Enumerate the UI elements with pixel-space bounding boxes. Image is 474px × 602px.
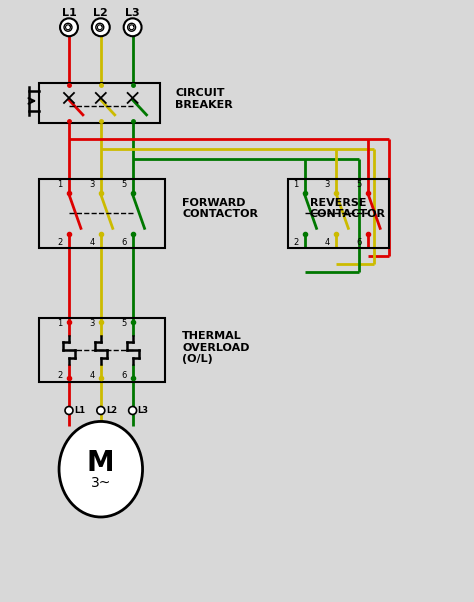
Bar — [39, 179, 165, 248]
Text: 2: 2 — [293, 238, 298, 247]
Text: CIRCUIT
BREAKER: CIRCUIT BREAKER — [175, 88, 233, 110]
Text: 4: 4 — [325, 238, 330, 247]
Text: 3: 3 — [89, 320, 94, 329]
Text: THERMAL
OVERLOAD
(O/L): THERMAL OVERLOAD (O/L) — [182, 331, 250, 364]
Bar — [39, 318, 165, 382]
Text: 3: 3 — [89, 180, 94, 189]
Circle shape — [97, 406, 105, 414]
Circle shape — [124, 18, 142, 36]
Bar — [288, 179, 389, 248]
Text: 1: 1 — [57, 180, 63, 189]
Text: 6: 6 — [121, 238, 127, 247]
Circle shape — [65, 406, 73, 414]
Text: L1: L1 — [62, 8, 76, 18]
Text: 4: 4 — [89, 238, 94, 247]
Bar — [39, 83, 161, 123]
Circle shape — [92, 18, 110, 36]
Text: L1: L1 — [74, 406, 85, 415]
Text: 2: 2 — [57, 371, 63, 380]
Text: 3: 3 — [325, 180, 330, 189]
Circle shape — [60, 18, 78, 36]
Text: L2: L2 — [93, 8, 108, 18]
Text: M: M — [87, 449, 115, 477]
Text: 6: 6 — [121, 371, 127, 380]
Text: FORWARD
CONTACTOR: FORWARD CONTACTOR — [182, 197, 258, 219]
Text: 1: 1 — [293, 180, 298, 189]
Text: 4: 4 — [89, 371, 94, 380]
Circle shape — [128, 406, 137, 414]
Ellipse shape — [59, 421, 143, 517]
Text: 5: 5 — [121, 320, 126, 329]
Text: REVERSE
CONTACTOR: REVERSE CONTACTOR — [310, 197, 385, 219]
Text: 5: 5 — [356, 180, 362, 189]
Text: 1: 1 — [57, 320, 63, 329]
Text: 3~: 3~ — [91, 476, 111, 490]
Text: 6: 6 — [356, 238, 362, 247]
Text: 5: 5 — [121, 180, 126, 189]
Text: L2: L2 — [106, 406, 117, 415]
Text: L3: L3 — [137, 406, 148, 415]
Text: L3: L3 — [125, 8, 140, 18]
Text: 2: 2 — [57, 238, 63, 247]
